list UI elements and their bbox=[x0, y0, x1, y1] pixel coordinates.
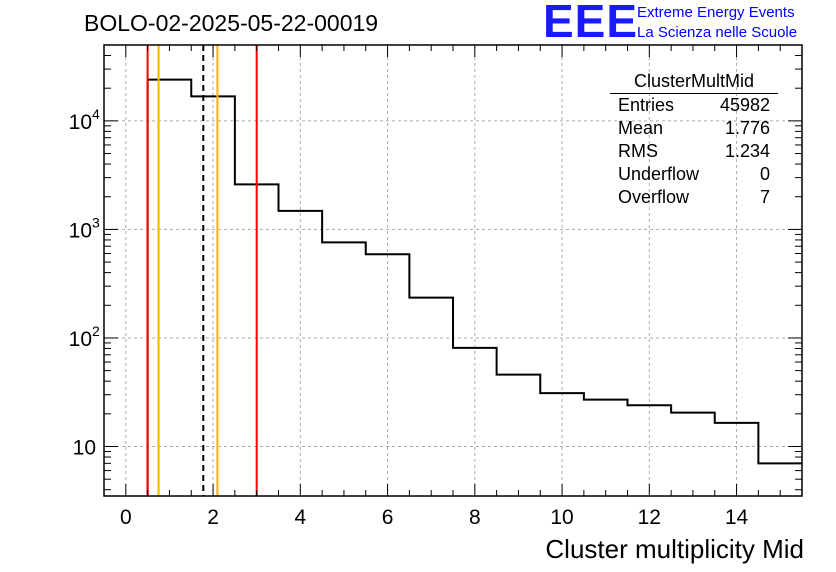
stats-title: ClusterMultMid bbox=[610, 70, 778, 94]
histogram-bin bbox=[148, 80, 192, 496]
histogram-bin bbox=[322, 242, 366, 496]
stats-label: Overflow bbox=[618, 187, 690, 207]
x-tick-label: 10 bbox=[550, 506, 573, 529]
x-tick-label: 2 bbox=[207, 506, 219, 529]
stats-row-mean: Mean 1.776 bbox=[610, 117, 778, 140]
y-tick-label: 10 bbox=[69, 328, 92, 351]
stats-box: ClusterMultMid Entries 45982 Mean 1.776 … bbox=[610, 70, 778, 209]
stats-row-underflow: Underflow 0 bbox=[610, 163, 778, 186]
logo-tagline-2: La Scienza nelle Scuole bbox=[637, 24, 798, 41]
histogram-bin bbox=[453, 348, 497, 496]
stats-row-entries: Entries 45982 bbox=[610, 94, 778, 117]
stats-value: 1.234 bbox=[724, 141, 770, 161]
histogram-bin bbox=[191, 96, 235, 496]
stats-value: 1.776 bbox=[724, 118, 770, 138]
logo-mark: EEE bbox=[543, 0, 639, 47]
x-tick-label: 0 bbox=[120, 506, 132, 529]
stats-row-rms: RMS 1.234 bbox=[610, 140, 778, 163]
eee-logo: EEE Extreme Energy Events La Scienza nel… bbox=[543, 0, 833, 48]
histogram-bin bbox=[584, 400, 628, 496]
y-tick-exponent: 3 bbox=[92, 214, 100, 230]
x-tick-label: 12 bbox=[638, 506, 661, 529]
stats-value: 7 bbox=[759, 187, 770, 207]
histogram-bin bbox=[409, 298, 453, 496]
stats-value: 0 bbox=[759, 164, 770, 184]
chart-title: BOLO-02-2025-05-22-00019 bbox=[84, 10, 379, 36]
histogram-bin bbox=[366, 254, 410, 496]
stats-label: Entries bbox=[618, 95, 675, 115]
x-tick-label: 6 bbox=[382, 506, 394, 529]
stats-label: Underflow bbox=[618, 164, 700, 184]
stats-label: Mean bbox=[618, 118, 664, 138]
histogram-bin bbox=[279, 211, 323, 496]
stats-row-overflow: Overflow 7 bbox=[610, 186, 778, 209]
histogram-bin bbox=[540, 393, 584, 496]
stats-value: 45982 bbox=[719, 95, 770, 115]
y-tick-label: 10 bbox=[69, 219, 92, 242]
y-tick-label: 10 bbox=[69, 111, 92, 134]
x-axis-label: Cluster multiplicity Mid bbox=[545, 534, 804, 564]
y-tick-exponent: 4 bbox=[92, 106, 100, 122]
histogram-line bbox=[146, 78, 802, 496]
x-tick-label: 8 bbox=[469, 506, 481, 529]
logo-tagline-1: Extreme Energy Events bbox=[637, 4, 795, 21]
x-tick-label: 4 bbox=[294, 506, 306, 529]
histogram-bin bbox=[628, 405, 672, 496]
y-tick-exponent: 2 bbox=[92, 323, 100, 339]
y-tick-label: 10 bbox=[73, 437, 96, 460]
histogram-bin bbox=[497, 375, 541, 496]
x-tick-label: 14 bbox=[725, 506, 749, 529]
stats-label: RMS bbox=[618, 141, 658, 161]
histogram-bin bbox=[671, 413, 715, 496]
